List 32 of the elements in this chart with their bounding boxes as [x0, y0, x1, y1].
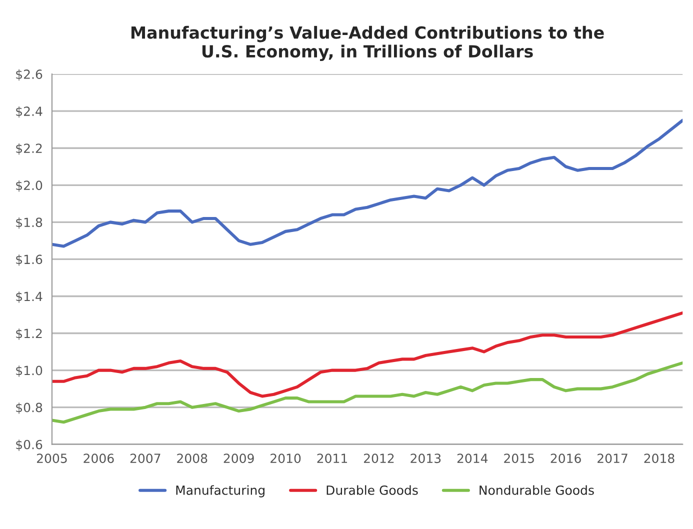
y-tick-label: $2.6	[16, 69, 42, 81]
y-tick-label: $1.4	[16, 291, 42, 303]
y-tick-label: $1.8	[16, 217, 42, 229]
x-tick-label: 2017	[598, 454, 628, 464]
y-tick-label: $1.0	[16, 366, 42, 377]
x-tick-label: 2016	[550, 454, 581, 464]
x-tick-label: 2010	[270, 454, 301, 464]
y-tick-label: $2.0	[16, 180, 42, 192]
y-tick-label: $1.6	[16, 254, 42, 266]
legend-label: Durable Goods	[326, 485, 418, 495]
x-tick-label: 2009	[224, 454, 254, 464]
line-series	[52, 311, 683, 398]
x-tick-label: 2012	[364, 454, 394, 464]
y-tick-label: $2.4	[16, 106, 42, 118]
y-tick-label: $1.2	[16, 328, 42, 340]
x-tick-label: 2006	[84, 454, 114, 464]
x-tick-label: 2008	[177, 454, 208, 464]
x-tick-label: 2011	[317, 454, 348, 464]
legend-label: Nondurable Goods	[480, 485, 594, 495]
y-tick-label: $2.2	[16, 143, 42, 155]
x-tick-label: 2007	[130, 454, 160, 464]
y-tick-label: $0.6	[16, 440, 42, 451]
x-tick-label: 2005	[36, 454, 67, 464]
x-tick-label: 2013	[410, 454, 441, 464]
line-series	[52, 118, 683, 248]
x-tick-label: 2018	[644, 454, 674, 464]
line-series	[52, 361, 683, 424]
chart-title: Manufacturing’s Value-Added Contributions to the U.S. Economy, in Trillions of Dollars	[131, 26, 604, 61]
x-tick-label: 2015	[504, 454, 534, 464]
y-tick-label: $0.8	[16, 402, 42, 414]
legend-label: Manufacturing	[176, 485, 264, 498]
x-tick-label: 2014	[457, 454, 488, 464]
